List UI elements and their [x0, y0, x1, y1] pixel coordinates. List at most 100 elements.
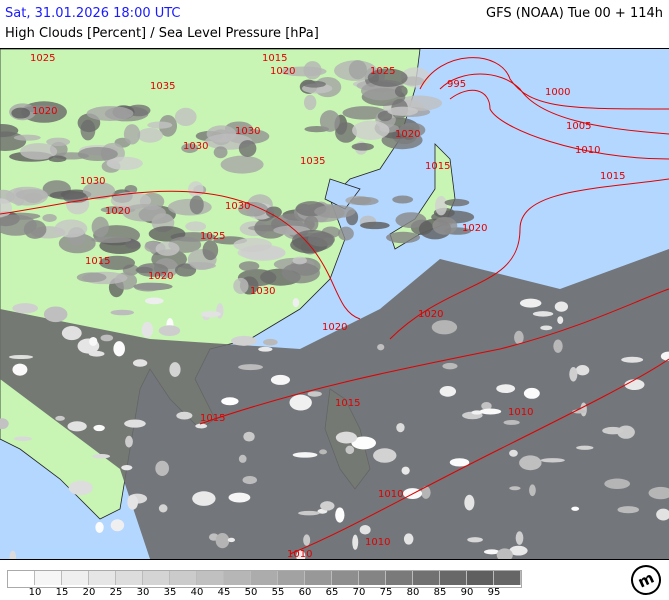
cloud-patch: [174, 107, 197, 127]
cloud-patch: [400, 67, 431, 88]
cloud-patch: [348, 60, 367, 80]
cloud-patch: [349, 196, 379, 206]
cloud-patch: [387, 106, 418, 116]
cloud-patch: [169, 362, 181, 377]
legend-swatch: [35, 571, 62, 585]
cloud-patch: [233, 237, 272, 252]
cloud-patch: [86, 106, 134, 121]
cloud-patch: [569, 366, 578, 382]
cloud-patch: [467, 537, 483, 543]
cloud-patch: [529, 484, 536, 497]
cloud-patch: [571, 506, 580, 511]
cloud-patch: [82, 182, 116, 200]
legend-label: 40: [190, 587, 204, 598]
cloud-patch: [307, 391, 322, 397]
cloud-patch: [314, 204, 356, 219]
cloud-patch: [176, 411, 193, 420]
cloud-patch: [8, 355, 34, 360]
cloud-patch: [258, 346, 273, 352]
cloud-patch: [106, 156, 143, 171]
cloud-patch: [303, 94, 317, 111]
legend-label: 55: [271, 587, 285, 598]
isobar-label: 1020: [105, 206, 130, 217]
cloud-patch: [174, 263, 197, 277]
isobar-label: 1035: [300, 156, 325, 167]
legend-label: 30: [136, 587, 150, 598]
cloud-patch: [377, 110, 393, 122]
cloud-patch: [656, 508, 669, 521]
cloud-patch: [238, 454, 247, 463]
cloud-patch: [464, 494, 475, 511]
cloud-patch: [345, 445, 355, 455]
cloud-patch: [61, 326, 82, 341]
cloud-patch: [67, 421, 87, 432]
isobar-label: 1005: [566, 121, 591, 132]
cloud-patch: [43, 306, 68, 323]
cloud-area: [0, 249, 669, 559]
cloud-patch: [68, 480, 93, 496]
cloud-patch: [12, 303, 38, 314]
cloud-patch: [621, 356, 644, 363]
isobar-label: 995: [447, 79, 466, 90]
cloud-patch: [144, 297, 164, 305]
legend-swatch: [197, 571, 224, 585]
cloud-patch: [509, 545, 528, 556]
cloud-patch: [396, 422, 405, 433]
cloud-cover-legend: [7, 570, 522, 588]
legend-swatch: [170, 571, 197, 585]
cloud-patch: [444, 198, 470, 207]
cloud-patch: [110, 519, 125, 532]
cloud-patch: [127, 494, 139, 510]
legend-swatch: [278, 571, 305, 585]
cloud-patch: [125, 435, 133, 448]
isobar-label: 1020: [32, 106, 57, 117]
cloud-patch: [367, 68, 408, 87]
cloud-patch: [99, 255, 136, 270]
legend-swatch: [440, 571, 467, 585]
cloud-patch: [292, 298, 300, 308]
cloud-patch: [602, 426, 624, 435]
cloud-patch: [54, 219, 88, 238]
cloud-patch: [147, 121, 173, 129]
legend-label: 50: [244, 587, 258, 598]
cloud-patch: [122, 203, 166, 222]
cloud-patch: [135, 266, 153, 274]
cloud-patch: [95, 521, 104, 533]
cloud-patch: [624, 379, 645, 391]
legend-label: 90: [460, 587, 474, 598]
cloud-patch: [192, 491, 216, 506]
cloud-patch: [519, 455, 542, 471]
cloud-patch: [319, 110, 340, 132]
isobar-label: 1000: [545, 87, 570, 98]
legend-label: 85: [433, 587, 447, 598]
cloud-patch: [121, 465, 133, 471]
cloud-patch: [155, 241, 180, 256]
cloud-patch: [483, 549, 500, 555]
cloud-patch: [296, 550, 306, 559]
legend-swatch: [8, 571, 35, 585]
cloud-patch: [270, 374, 291, 385]
cloud-patch: [42, 213, 57, 222]
cloud-patch: [514, 330, 524, 345]
legend-label: 95: [487, 587, 501, 598]
cloud-patch: [319, 449, 327, 455]
legend-swatch: [305, 571, 332, 585]
legend-swatch: [386, 571, 413, 585]
cloud-patch: [181, 143, 199, 153]
cloud-patch: [479, 408, 502, 415]
cloud-patch: [509, 486, 521, 491]
weather-map[interactable]: 1025 1020 1030 1035 1015 1020 1025 1030 1035 1030…: [0, 48, 669, 560]
cloud-patch: [303, 534, 311, 546]
cloud-patch: [227, 537, 236, 543]
legend-label: 75: [379, 587, 393, 598]
cloud-patch: [5, 186, 49, 206]
cloud-patch: [9, 550, 17, 559]
isobar-label: 1030: [80, 176, 105, 187]
cloud-patch: [238, 202, 268, 217]
cloud-patch: [200, 310, 221, 318]
isobar-label: 1030: [225, 201, 250, 212]
isobars: [0, 57, 669, 555]
meteologix-logo: m: [626, 560, 666, 600]
cloud-patch: [0, 418, 9, 430]
cloud-patch: [575, 365, 590, 376]
